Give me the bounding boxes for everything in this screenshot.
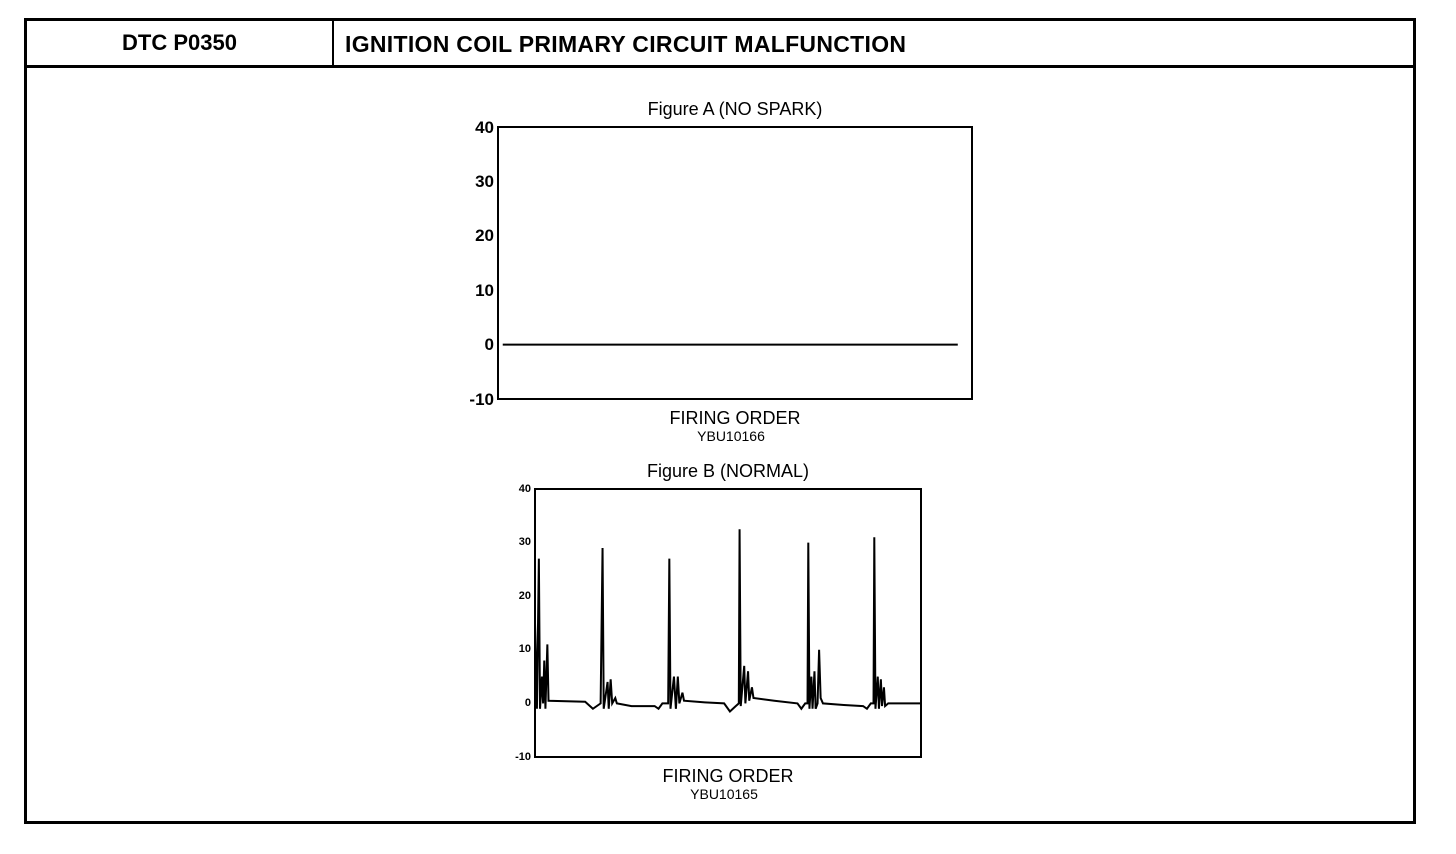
series-line-primary	[534, 529, 921, 713]
document-frame: DTC P0350 IGNITION COIL PRIMARY CIRCUIT …	[24, 18, 1416, 824]
x-axis-label: FIRING ORDER	[669, 408, 801, 428]
y-tick-label: 0	[524, 696, 531, 709]
figure-id: YBU10165	[690, 786, 758, 802]
x-axis-label: FIRING ORDER	[662, 766, 794, 786]
y-tick-label: 40	[475, 117, 494, 137]
plot-area	[497, 126, 973, 400]
y-tick-label: 0	[484, 335, 494, 355]
y-tick-label: 20	[475, 226, 494, 246]
y-tick-label: -10	[515, 750, 531, 763]
y-tick-label: 10	[475, 280, 494, 300]
plot-area	[534, 488, 922, 758]
y-tick-label: 20	[518, 589, 531, 602]
header-row: DTC P0350 IGNITION COIL PRIMARY CIRCUIT …	[27, 21, 1413, 68]
y-tick-label: -10	[469, 389, 494, 409]
y-tick-label: 40	[518, 482, 531, 495]
dtc-code: DTC P0350	[27, 21, 334, 65]
figure-id: YBU10166	[697, 428, 765, 444]
chart-title: Figure A (NO SPARK)	[647, 99, 823, 119]
y-tick-label: 30	[518, 536, 531, 549]
dtc-title: IGNITION COIL PRIMARY CIRCUIT MALFUNCTIO…	[345, 31, 907, 57]
y-tick-label: 30	[475, 171, 494, 191]
chart-title: Figure B (NORMAL)	[646, 461, 810, 481]
y-tick-label: 10	[518, 643, 531, 656]
